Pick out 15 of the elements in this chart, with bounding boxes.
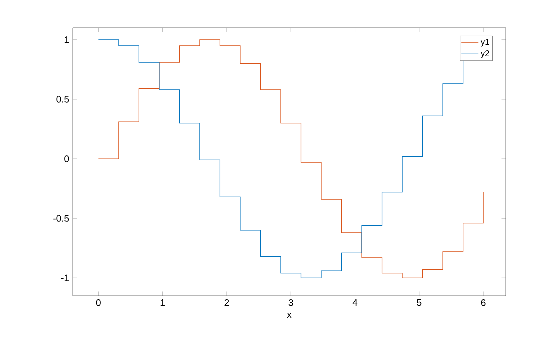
x-axis-title: x <box>287 313 292 318</box>
y-tick-label: -1 <box>61 274 70 282</box>
x-tick-label: 6 <box>481 300 486 306</box>
y-tick-label: 0.5 <box>56 96 70 103</box>
x-tick-label: 2 <box>224 300 230 306</box>
x-tick-label: 4 <box>352 300 358 306</box>
x-tick-label: 5 <box>417 300 422 306</box>
x-tick-label: 1 <box>160 300 165 306</box>
y-tick-label: -0.5 <box>54 215 70 222</box>
x-tick-label: 0 <box>96 300 101 306</box>
x-tick-label: 3 <box>288 300 294 306</box>
legend-label: y2 <box>480 50 490 58</box>
y-tick-label: 1 <box>64 36 70 44</box>
y-tick-label: 0 <box>64 156 70 162</box>
legend-label: y1 <box>480 39 490 47</box>
